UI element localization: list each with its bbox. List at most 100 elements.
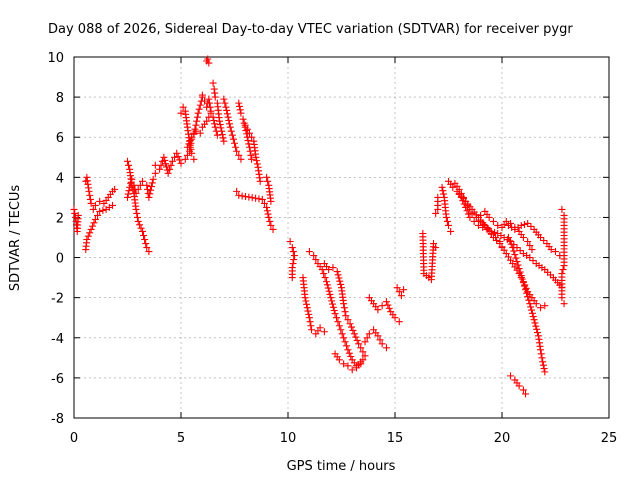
data-point: [145, 248, 153, 256]
series-sat-l: [220, 95, 245, 163]
series-sat-q: [286, 238, 298, 282]
data-point: [138, 227, 146, 235]
data-point: [340, 360, 348, 368]
data-point: [323, 278, 331, 286]
data-point: [232, 143, 240, 151]
data-point: [376, 336, 384, 344]
data-point: [143, 244, 151, 252]
data-point: [449, 183, 457, 191]
data-point: [532, 300, 540, 308]
data-point: [323, 281, 331, 289]
data-point: [289, 260, 297, 268]
data-point: [168, 157, 176, 165]
data-point: [242, 193, 250, 201]
chart-title: Day 088 of 2026, Sidereal Day-to-day VTE…: [48, 22, 573, 37]
data-point: [138, 177, 146, 185]
data-point: [540, 237, 548, 245]
data-point: [156, 165, 164, 173]
data-point: [209, 113, 217, 121]
data-point: [400, 286, 408, 294]
data-point: [226, 123, 234, 131]
data-point: [252, 194, 260, 202]
data-point: [518, 275, 526, 283]
data-point: [432, 244, 440, 252]
x-tick-label: 5: [177, 431, 185, 446]
data-point: [529, 313, 537, 321]
data-point: [266, 217, 274, 225]
data-point: [304, 307, 312, 315]
y-tick-label: 2: [56, 211, 64, 226]
data-point: [205, 59, 213, 67]
data-point: [288, 244, 296, 252]
data-point: [233, 187, 241, 195]
data-point: [204, 55, 212, 63]
data-point: [512, 254, 520, 262]
data-point: [70, 205, 78, 213]
data-point: [335, 322, 343, 330]
data-point: [439, 187, 447, 195]
data-point: [335, 274, 343, 282]
x-tick-label: 0: [70, 431, 78, 446]
data-point: [90, 219, 98, 227]
data-point: [253, 157, 261, 165]
data-point: [225, 117, 233, 125]
data-point: [374, 332, 382, 340]
data-point: [397, 292, 405, 300]
data-point: [179, 103, 187, 111]
data-point: [537, 350, 545, 358]
series-sat-v: [361, 326, 390, 352]
data-point: [206, 99, 214, 107]
data-point: [531, 319, 539, 327]
data-point: [537, 304, 545, 312]
data-point: [164, 169, 172, 177]
data-point: [393, 284, 401, 292]
data-point: [318, 266, 326, 274]
data-point: [148, 179, 156, 187]
data-point: [235, 99, 243, 107]
data-point: [560, 262, 568, 270]
x-tick-label: 10: [280, 431, 297, 446]
data-point: [149, 175, 157, 183]
y-tick-label: 6: [56, 131, 64, 146]
data-point: [537, 346, 545, 354]
data-point: [160, 153, 168, 161]
data-point: [174, 153, 182, 161]
data-point: [99, 206, 107, 214]
data-point: [260, 199, 268, 207]
data-point: [216, 121, 224, 129]
data-point: [263, 207, 271, 215]
data-point: [226, 120, 234, 128]
data-point: [333, 314, 341, 322]
data-point: [466, 213, 474, 221]
data-point: [193, 117, 201, 125]
data-point: [193, 113, 201, 121]
data-point: [447, 227, 455, 235]
data-point: [349, 326, 357, 334]
data-point: [196, 129, 204, 137]
series-sat-ai: [558, 205, 568, 308]
y-axis-label: SDTVAR / TECUs: [8, 185, 23, 292]
data-point: [256, 177, 264, 185]
data-point: [344, 346, 352, 354]
series-sat-ag: [504, 219, 564, 260]
data-point: [316, 324, 324, 332]
data-point: [361, 352, 369, 360]
data-point: [395, 318, 403, 326]
data-point: [489, 234, 497, 241]
data-point: [132, 189, 140, 197]
data-point: [211, 93, 219, 101]
data-point: [194, 109, 202, 117]
data-point: [464, 210, 472, 218]
data-point: [136, 181, 144, 189]
data-point: [537, 234, 545, 241]
data-point: [525, 296, 533, 304]
data-point: [83, 236, 91, 244]
data-point: [248, 194, 256, 202]
data-point: [134, 217, 142, 225]
data-point: [540, 365, 548, 373]
data-point: [514, 261, 522, 269]
data-point: [517, 221, 525, 229]
data-point: [334, 318, 342, 326]
data-point: [258, 195, 266, 203]
data-point: [211, 120, 219, 128]
